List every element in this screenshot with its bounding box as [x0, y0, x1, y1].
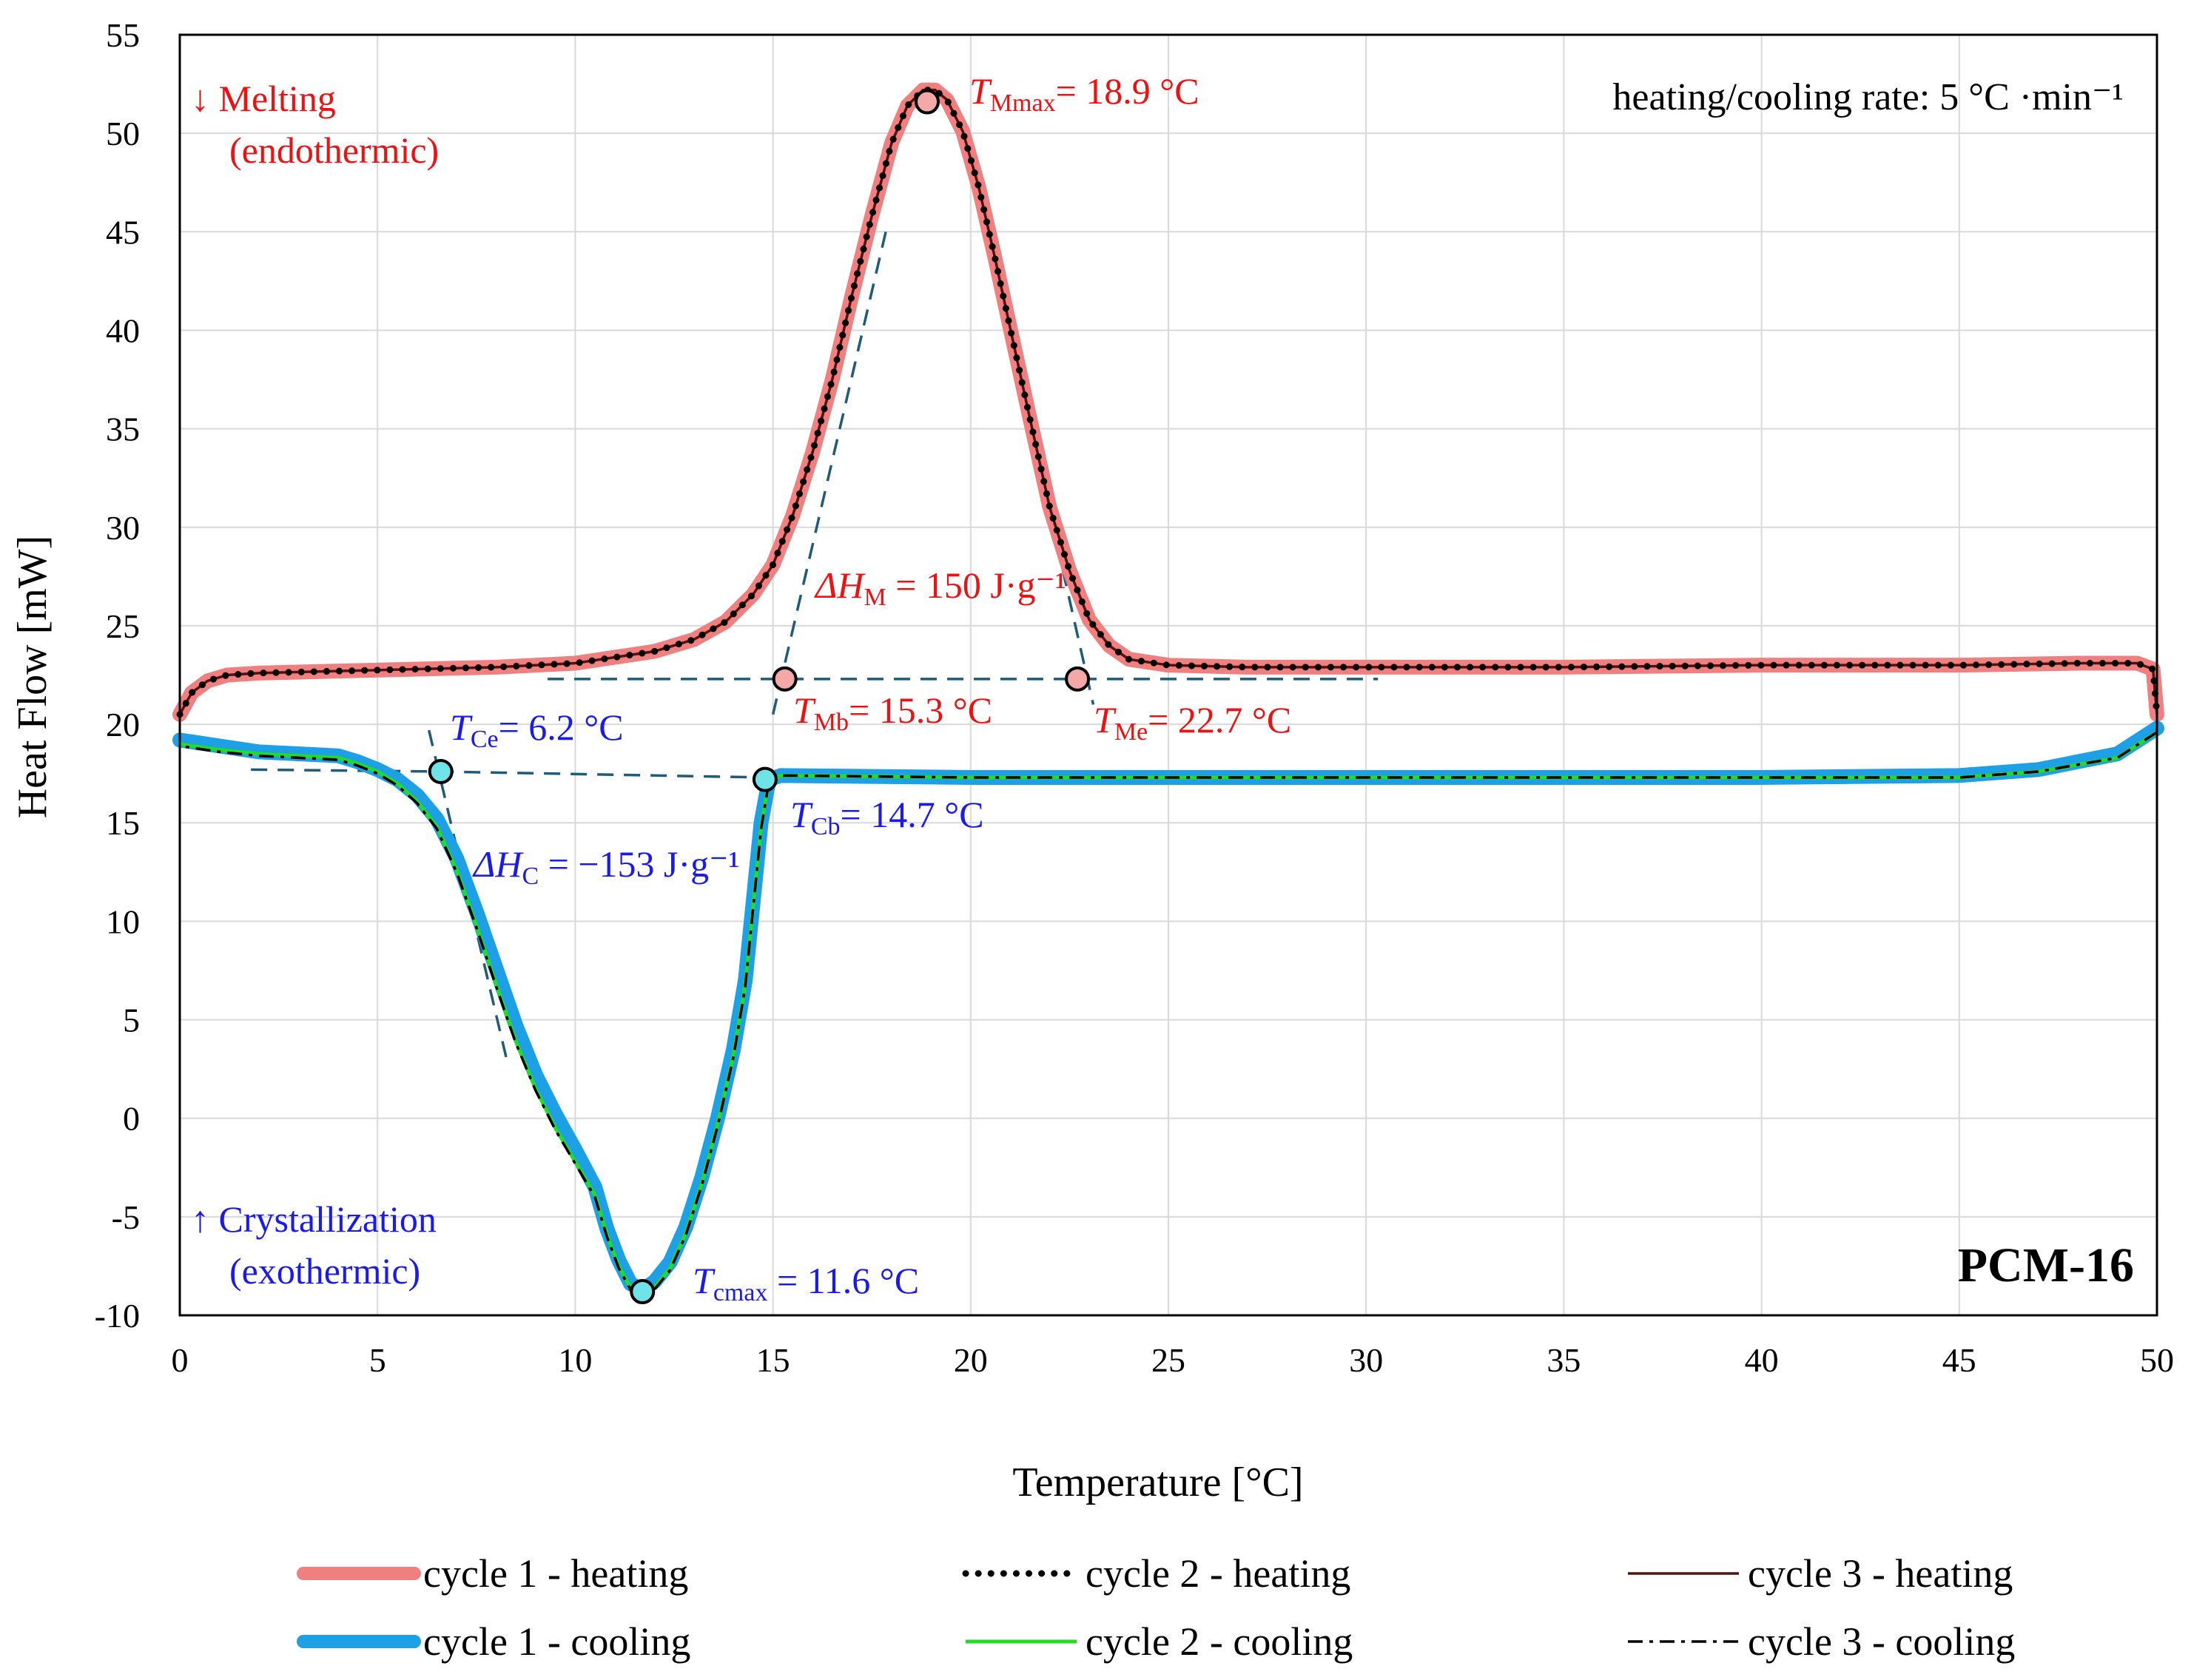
series-cycle-3-cooling — [179, 731, 2158, 1298]
x-tick-label: 50 — [2140, 1341, 2174, 1379]
exothermic-label: (exothermic) — [229, 1250, 420, 1292]
y-tick-label: 10 — [106, 903, 140, 940]
t-mb-label: TMb= 15.3 °C — [793, 689, 992, 736]
x-tick-label: 0 — [172, 1341, 189, 1379]
y-tick-label: 50 — [106, 115, 140, 152]
x-tick-label: 45 — [1942, 1341, 1976, 1379]
y-tick-label: 0 — [123, 1100, 140, 1138]
t-mmax-label: TMmax= 18.9 °C — [969, 70, 1199, 117]
rate-label: heating/cooling rate: 5 °C ·min⁻¹ — [1612, 76, 2124, 118]
sample-label: PCM-16 — [1958, 1238, 2134, 1292]
t-cb-label: TCb= 14.7 °C — [790, 794, 984, 840]
characteristic-point — [915, 89, 940, 115]
x-tick-label: 25 — [1151, 1341, 1185, 1379]
y-tick-label: 40 — [106, 311, 140, 349]
legend-label: cycle 1 - heating — [423, 1551, 688, 1596]
legend-label: cycle 1 - cooling — [423, 1619, 690, 1664]
y-tick-label: -10 — [95, 1297, 140, 1335]
dh-c-label: ΔHC = −153 J·g⁻¹ — [472, 843, 740, 890]
x-tick-label: 15 — [756, 1341, 790, 1379]
legend-label: cycle 2 - heating — [1086, 1551, 1350, 1596]
y-tick-label: 45 — [106, 213, 140, 251]
t-me-label: TMe= 22.7 °C — [1094, 699, 1291, 746]
characteristic-point — [1065, 666, 1091, 692]
t-ce-label: TCe= 6.2 °C — [450, 706, 624, 753]
x-axis-title: Temperature [°C] — [1012, 1460, 1303, 1505]
y-tick-labels: -10 -5 0 5 10 15 20 25 30 35 40 45 50 55 — [95, 16, 140, 1335]
characteristic-point — [772, 666, 798, 692]
y-tick-label: 30 — [106, 509, 140, 547]
dh-m-label: ΔHM = 150 J·g⁻¹ — [814, 564, 1066, 611]
x-tick-label: 20 — [954, 1341, 988, 1379]
plot-frame — [178, 33, 2158, 1317]
y-axis-title: Heat Flow [mW] — [10, 536, 55, 819]
x-tick-label: 40 — [1745, 1341, 1779, 1379]
y-tick-label: -5 — [112, 1198, 140, 1236]
t-cmax-label: Tcmax = 11.6 °C — [693, 1260, 919, 1306]
y-tick-label: 20 — [106, 706, 140, 743]
characteristic-point-markers — [428, 89, 1091, 1305]
x-tick-label: 10 — [558, 1341, 592, 1379]
x-tick-labels: 0 5 10 15 20 25 30 35 40 45 50 — [172, 1341, 2175, 1379]
legend-label: cycle 3 - heating — [1748, 1551, 2013, 1596]
legend-label: cycle 3 - cooling — [1748, 1619, 2015, 1664]
y-tick-label: 15 — [106, 804, 140, 842]
baseline-tangent — [771, 223, 889, 715]
characteristic-point — [428, 758, 454, 784]
x-tick-label: 30 — [1349, 1341, 1383, 1379]
x-tick-label: 35 — [1547, 1341, 1581, 1379]
endothermic-label: (endothermic) — [229, 129, 439, 171]
crystallization-label: ↑ Crystallization — [191, 1198, 437, 1240]
y-tick-label: 55 — [106, 16, 140, 54]
legend-label: cycle 2 - cooling — [1086, 1619, 1353, 1664]
baseline-tangent — [251, 768, 785, 779]
y-tick-label: 35 — [106, 411, 140, 448]
legend: cycle 1 - heating cycle 2 - heating cycle … — [297, 1551, 2015, 1664]
y-tick-label: 25 — [106, 607, 140, 645]
x-tick-label: 5 — [369, 1341, 386, 1379]
melting-label: ↓ Melting — [191, 78, 336, 119]
characteristic-point — [630, 1279, 656, 1305]
characteristic-point — [752, 766, 778, 792]
y-tick-label: 5 — [123, 1002, 140, 1039]
